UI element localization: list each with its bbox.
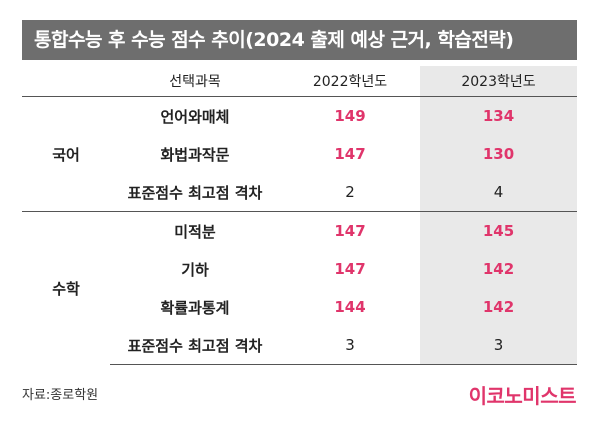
subject-cell: 기하 (181, 260, 209, 279)
subject-cell: 화법과작문 (160, 145, 230, 164)
score-table: 선택과목 2022학년도 2023학년도 국어 언어와매체 149 134 화법… (22, 66, 577, 365)
score-2023: 130 (420, 135, 577, 173)
score-2022: 2 (345, 183, 355, 201)
subject-cell: 미적분 (110, 211, 280, 250)
column-header-2023: 2023학년도 (420, 66, 577, 97)
header-empty-cell (22, 66, 110, 97)
score-2023: 4 (420, 173, 577, 212)
table-row: 화법과작문 147 130 (22, 135, 577, 173)
score-2023: 134 (420, 96, 577, 135)
score-2022: 147 (334, 145, 366, 163)
subject-cell: 표준점수 최고점 격차 (127, 183, 263, 202)
score-2023: 3 (420, 326, 577, 365)
subject-cell: 표준점수 최고점 격차 (110, 326, 280, 365)
score-2022: 149 (334, 107, 366, 125)
group-label-korean: 국어 (52, 145, 80, 164)
column-header-subject: 선택과목 (110, 66, 280, 97)
page-title: 통합수능 후 수능 점수 추이(2024 출제 예상 근거, 학습전략) (34, 29, 514, 51)
score-2023: 142 (420, 288, 577, 326)
table-row: 확률과통계 144 142 (22, 288, 577, 326)
table-row: 표준점수 최고점 격차 2 4 (22, 173, 577, 212)
column-header-2022: 2022학년도 (280, 66, 420, 97)
score-2022: 147 (280, 211, 420, 250)
score-2022: 147 (334, 260, 366, 278)
publisher-logo: 이코노미스트 (468, 384, 577, 408)
chart-title-bar: 통합수능 후 수능 점수 추이(2024 출제 예상 근거, 학습전략) (22, 20, 577, 60)
table-row: 수학 미적분 147 145 (22, 211, 577, 365)
table-header-row: 선택과목 2022학년도 2023학년도 (22, 66, 577, 97)
group-label-math: 수학 (22, 211, 110, 365)
subject-cell: 언어와매체 (160, 107, 230, 126)
score-2023: 145 (420, 211, 577, 250)
score-2023: 142 (420, 250, 577, 288)
score-2022: 144 (334, 298, 366, 316)
table-row: 국어 언어와매체 149 134 (22, 96, 577, 164)
subject-cell: 확률과통계 (160, 298, 230, 317)
score-2022: 3 (280, 326, 420, 365)
source-note: 자료:종로학원 (22, 388, 99, 403)
table-row: 기하 147 142 (22, 250, 577, 288)
table-row: 표준점수 최고점 격차 3 3 (22, 326, 577, 365)
